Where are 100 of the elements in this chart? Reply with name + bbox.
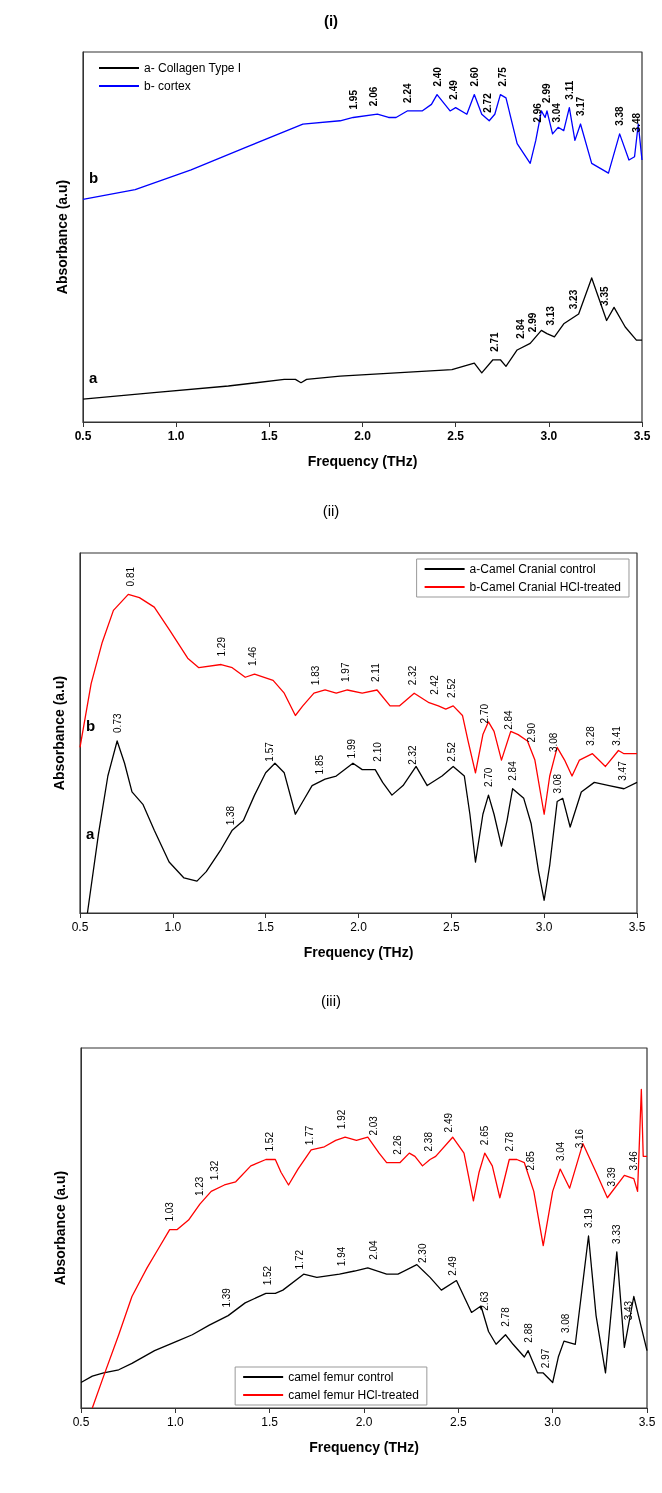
annotation: 1.83 [310, 665, 322, 686]
chart-title: (ii) [322, 502, 340, 519]
annotation: 3.46 [628, 1150, 640, 1171]
annotation: 2.84 [515, 318, 527, 339]
x-tick-label: 2.5 [442, 920, 460, 934]
annotation: 1.85 [314, 754, 326, 775]
x-tick-label: 2.5 [447, 429, 465, 443]
legend-label: camel femur HCl-treated [288, 1388, 419, 1402]
annotation: 3.28 [585, 725, 597, 746]
annotation: 2.06 [368, 86, 380, 107]
annotation: 2.04 [367, 1239, 379, 1260]
annotation: 1.52 [262, 1265, 274, 1286]
annotation: 2.40 [431, 66, 443, 87]
annotation: 2.65 [479, 1125, 491, 1146]
x-tick-label: 1.0 [167, 429, 185, 443]
chart-title: (iii) [321, 992, 341, 1009]
annotation: 2.32 [406, 744, 418, 765]
x-tick-label: 2.5 [449, 1415, 467, 1429]
annotation: 2.90 [525, 722, 537, 743]
annotation: 1.95 [347, 89, 359, 110]
annotation: 3.13 [545, 305, 557, 326]
annotation: 3.33 [611, 1223, 623, 1244]
chart-title: (i) [323, 12, 339, 29]
annotation: 2.78 [500, 1306, 511, 1327]
annotation: 2.26 [392, 1134, 404, 1155]
x-tick-label: 1.5 [257, 920, 275, 934]
annotation: 1.94 [335, 1246, 347, 1267]
legend-label: b- cortex [144, 79, 191, 93]
x-axis-title: Frequency (THz) [303, 944, 414, 960]
annotation: b [89, 168, 99, 186]
annotation: 2.03 [367, 1115, 379, 1136]
annotation: 1.23 [194, 1176, 206, 1197]
annotation: 1.72 [294, 1249, 306, 1270]
annotation: a [86, 824, 95, 842]
annotation: 1.57 [263, 741, 275, 762]
legend-label: camel femur control [288, 1370, 394, 1384]
annotation: 2.70 [482, 767, 494, 788]
annotation: 2.88 [522, 1322, 534, 1343]
annotation: 2.63 [479, 1290, 491, 1311]
annotation: 2.38 [422, 1131, 434, 1152]
annotation: 2.75 [496, 66, 508, 87]
x-tick-label: 1.5 [260, 429, 278, 443]
annotation: 3.47 [616, 760, 628, 781]
annotation: 2.52 [445, 741, 457, 762]
x-tick-label: 2.0 [355, 1415, 373, 1429]
annotation: 1.29 [215, 636, 227, 657]
annotation: 3.43 [622, 1300, 634, 1321]
annotation: 2.72 [481, 92, 493, 113]
annotation: a [89, 368, 98, 386]
x-tick-label: 0.5 [71, 920, 89, 934]
annotation: 3.08 [547, 732, 559, 753]
x-tick-label: 1.0 [166, 1415, 184, 1429]
x-tick-label: 2.0 [350, 920, 368, 934]
annotation: 2.85 [524, 1150, 536, 1171]
annotation: 2.32 [406, 665, 418, 686]
annotation: 2.84 [503, 709, 515, 730]
x-tick-label: 3.5 [628, 920, 646, 934]
annotation: 3.08 [551, 773, 563, 794]
annotation: 1.99 [345, 738, 357, 759]
annotation: 0.81 [124, 566, 136, 587]
annotation: 2.24 [401, 83, 413, 103]
annotation: 3.19 [583, 1208, 595, 1228]
annotation: 2.52 [445, 678, 457, 698]
annotation: 0.73 [111, 713, 123, 733]
x-tick-label: 3.0 [540, 429, 558, 443]
y-axis-title: Absorbance (a.u) [54, 179, 70, 295]
annotation: 1.03 [164, 1201, 176, 1222]
annotation: 3.08 [560, 1313, 572, 1334]
annotation: 2.49 [447, 1255, 459, 1276]
x-tick-label: 3.0 [535, 920, 553, 934]
annotation: 1.77 [303, 1125, 315, 1146]
x-tick-label: 2.0 [354, 429, 372, 443]
annotation: 3.11 [563, 80, 575, 100]
annotation: 1.39 [220, 1287, 232, 1308]
x-tick-label: 0.5 [74, 429, 92, 443]
y-axis-title: Absorbance (a.u) [52, 1170, 68, 1286]
x-tick-label: 3.5 [633, 429, 651, 443]
annotation: 2.96 [532, 102, 544, 123]
annotation: 2.84 [507, 760, 519, 781]
annotation: 1.38 [224, 805, 236, 826]
annotation: 3.38 [614, 105, 626, 126]
annotation: 3.39 [605, 1166, 617, 1187]
annotation: 2.49 [443, 1112, 455, 1133]
x-axis-title: Frequency (THz) [307, 453, 418, 469]
x-axis-title: Frequency (THz) [309, 1439, 419, 1455]
annotation: 2.99 [526, 312, 538, 333]
legend-label: b-Camel Cranial HCl-treated [469, 580, 622, 594]
annotation: 1.32 [209, 1160, 221, 1181]
annotation: 3.23 [567, 289, 579, 310]
legend-label: a- Collagen Type I [144, 61, 242, 75]
annotation: 2.30 [416, 1243, 428, 1264]
annotation: 2.71 [489, 331, 501, 352]
x-tick-label: 3.5 [638, 1415, 656, 1429]
legend-label: a-Camel Cranial control [469, 562, 596, 576]
annotation: 1.52 [264, 1131, 276, 1152]
annotation: 3.16 [573, 1128, 585, 1149]
annotation: 2.97 [539, 1348, 551, 1369]
annotation: 3.04 [554, 1141, 566, 1162]
annotation: 1.97 [340, 662, 351, 682]
annotation: 2.70 [479, 703, 491, 724]
